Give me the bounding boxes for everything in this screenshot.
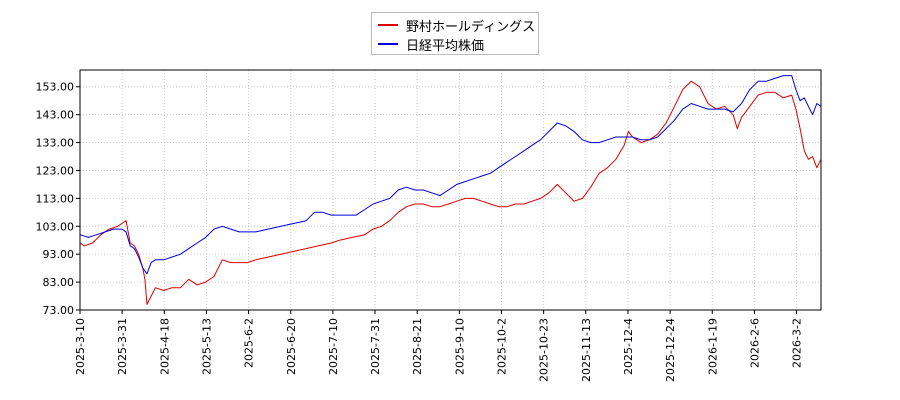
x-tick-label: 2026-1-19 xyxy=(706,318,719,375)
x-tick-label: 2025-12-24 xyxy=(664,318,677,382)
y-tick-label: 133.00 xyxy=(36,137,75,150)
x-tick-label: 2025-3-31 xyxy=(116,318,129,375)
x-tick-label: 2025-10-23 xyxy=(538,318,551,382)
x-tick-label: 2025-4-18 xyxy=(158,318,171,375)
x-tick-label: 2025-6-20 xyxy=(285,318,298,375)
y-tick-label: 93.00 xyxy=(43,248,75,261)
legend-swatch-nikkei xyxy=(378,43,398,45)
y-tick-label: 103.00 xyxy=(36,220,75,233)
plot-frame xyxy=(79,69,822,311)
x-tick-label: 2025-8-21 xyxy=(411,318,424,375)
y-tick-labels: 73.00 83.00 93.00 103.00 113.00 123.00 133.00 1… xyxy=(36,81,75,317)
x-tick-label: 2025-5-13 xyxy=(200,318,213,375)
series-line-nikkei xyxy=(79,75,822,275)
legend-item-nikkei: 日経平均株価 xyxy=(378,35,485,54)
gridlines xyxy=(79,70,821,311)
x-tick-label: 2025-11-13 xyxy=(580,318,593,382)
legend-swatch-nomura xyxy=(378,24,398,26)
x-tick-label: 2025-12-4 xyxy=(622,318,635,375)
x-tick-label: 2025-3-10 xyxy=(74,318,87,375)
x-tick-label: 2025-6-2 xyxy=(243,318,256,368)
y-tick-label: 113.00 xyxy=(36,192,75,205)
y-tick-label: 153.00 xyxy=(36,81,75,94)
legend-item-nomura: 野村ホールディングス xyxy=(378,16,536,35)
x-tick-label: 2026-2-6 xyxy=(748,318,761,368)
y-tick-label: 73.00 xyxy=(43,304,75,317)
x-tick-label: 2025-9-10 xyxy=(453,318,466,375)
legend-label-nikkei: 日経平均株価 xyxy=(406,38,485,54)
x-tick-labels: 2025-3-10 2025-3-31 2025-4-18 2025-5-13 2025… xyxy=(74,318,804,382)
legend-label-nomura: 野村ホールディングス xyxy=(406,19,536,35)
x-tick-label: 2026-3-2 xyxy=(791,318,804,368)
x-tick-label: 2025-7-31 xyxy=(369,318,382,375)
axes xyxy=(76,69,822,314)
series-line-nomura xyxy=(79,80,822,305)
y-tick-label: 143.00 xyxy=(36,109,75,122)
series-lines xyxy=(79,75,822,305)
x-tick-label: 2025-7-10 xyxy=(327,318,340,375)
y-tick-label: 123.00 xyxy=(36,164,75,177)
y-tick-label: 83.00 xyxy=(43,276,75,289)
legend: 野村ホールディングス 日経平均株価 xyxy=(371,12,539,55)
x-tick-label: 2025-10-2 xyxy=(496,318,509,375)
